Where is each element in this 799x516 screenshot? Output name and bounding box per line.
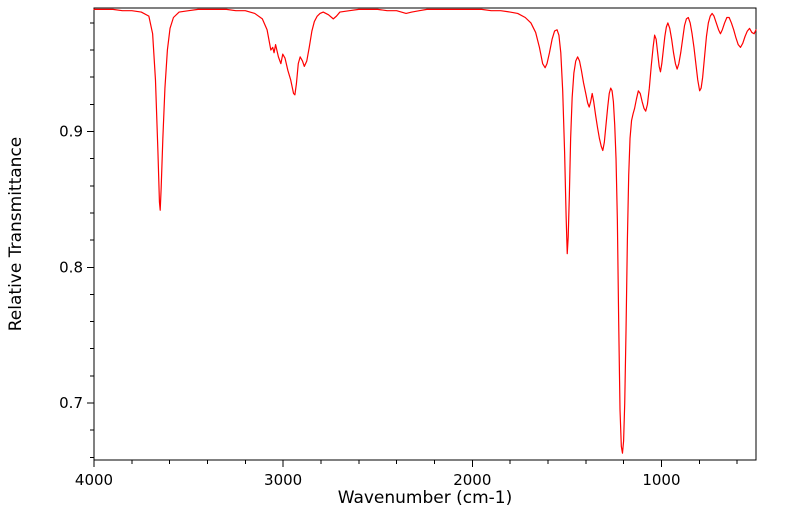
plot-frame bbox=[93, 7, 757, 461]
y-tick-label: 0.9 bbox=[59, 123, 83, 141]
x-tick-label: 2000 bbox=[453, 471, 491, 489]
y-tick-label: 0.7 bbox=[59, 394, 83, 412]
x-tick-label: 1000 bbox=[642, 471, 680, 489]
x-tick-label: 4000 bbox=[75, 471, 113, 489]
spectrum-line bbox=[93, 8, 757, 454]
axes-layer: 4000 3000 2000 1000 0.7 0.8 0.9 bbox=[59, 7, 757, 489]
x-tick-label: 3000 bbox=[264, 471, 302, 489]
spectrum-curve-layer bbox=[93, 8, 757, 454]
y-tick-label: 0.8 bbox=[59, 258, 83, 276]
y-axis-label: Relative Transmittance bbox=[6, 137, 26, 332]
x-axis-label: Wavenumber (cm-1) bbox=[338, 488, 513, 508]
